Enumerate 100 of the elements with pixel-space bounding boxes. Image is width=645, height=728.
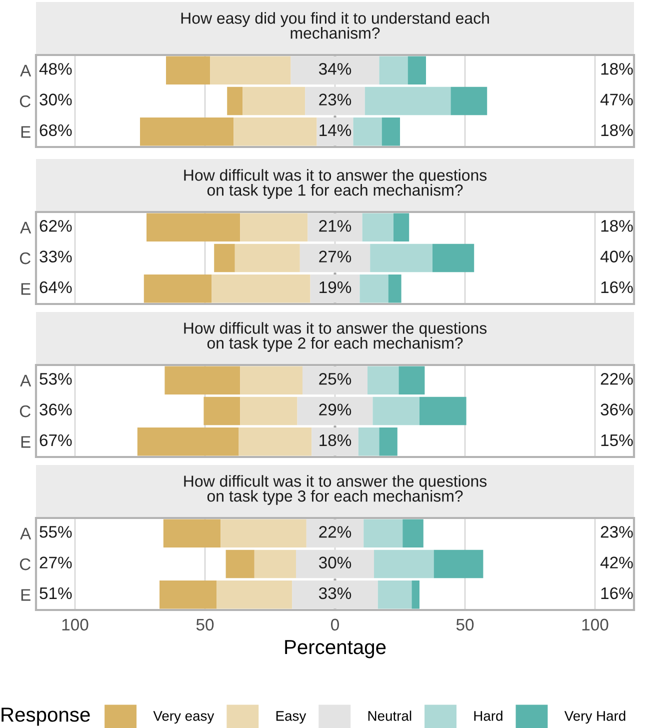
bar: [398, 366, 425, 394]
bar: [238, 428, 312, 456]
annotation: 18%: [601, 63, 633, 75]
bar: [300, 244, 370, 272]
bar: [254, 550, 296, 578]
bar: [305, 86, 365, 116]
annotation: 15%: [601, 434, 633, 446]
data-label: 29%: [319, 404, 352, 416]
bar: [242, 86, 306, 116]
bar: [212, 274, 310, 303]
y-tick-label: A: [20, 528, 32, 540]
bar: [240, 213, 308, 242]
legend-title: Response: [2, 708, 90, 726]
data-label: 34%: [318, 63, 352, 75]
bar: [364, 86, 451, 116]
bar: [374, 550, 434, 578]
bar: [216, 580, 292, 609]
bar: [434, 550, 484, 578]
y-tick-label: A: [20, 222, 32, 234]
bar: [408, 56, 426, 84]
annotation: 36%: [40, 404, 72, 416]
bar: [370, 244, 432, 272]
x-tick-label: 100: [582, 618, 608, 631]
bar: [296, 550, 374, 578]
x-axis-title: Percentage: [285, 640, 386, 658]
bar: [227, 86, 243, 116]
bar: [140, 118, 234, 146]
x-tick-label: 100: [62, 618, 88, 631]
annotation: 18%: [601, 220, 633, 232]
data-label: 25%: [319, 373, 352, 385]
y-tick-label: C: [20, 558, 31, 570]
data-label: 21%: [319, 220, 352, 232]
bar: [378, 580, 412, 609]
bar: [226, 550, 254, 578]
bar: [234, 244, 300, 272]
data-label: 19%: [320, 281, 352, 294]
bar: [204, 396, 240, 426]
bar: [146, 213, 240, 242]
annotation: 47%: [600, 94, 633, 106]
data-label: 30%: [318, 556, 352, 568]
bar: [240, 366, 302, 394]
annotation: 40%: [600, 250, 633, 262]
bar: [358, 428, 380, 456]
annotation: 53%: [40, 373, 72, 385]
data-label: 14%: [320, 124, 352, 136]
bar: [364, 519, 403, 548]
legend-label: Very easy: [153, 711, 214, 724]
bar: [144, 274, 212, 303]
annotation: 27%: [40, 556, 72, 568]
annotation: 62%: [40, 220, 72, 232]
annotation: 22%: [600, 373, 633, 385]
bar: [388, 274, 402, 303]
chart-title: How easy did you find it to understand each mechanism?: [181, 12, 489, 39]
bar: [166, 56, 210, 84]
annotation: 42%: [600, 556, 633, 568]
bar: [164, 366, 240, 394]
y-tick-label: E: [21, 589, 30, 601]
bar: [432, 244, 474, 272]
annotation: 48%: [39, 63, 72, 75]
bar: [360, 274, 388, 303]
legend-label: Neutral: [368, 710, 412, 721]
annotation: 64%: [40, 281, 72, 294]
annotation: 18%: [601, 124, 633, 136]
chart-title: How difficult was it to answer the questions on task type 3 for each mechanism?: [184, 475, 487, 505]
data-label: 33%: [318, 587, 352, 600]
bar: [240, 396, 298, 426]
bar: [379, 428, 398, 456]
legend-label: Very Hard: [564, 710, 626, 724]
data-label: 27%: [319, 250, 352, 262]
y-tick-label: E: [21, 126, 30, 138]
annotation: 67%: [40, 434, 72, 446]
bar: [160, 580, 217, 609]
y-tick-label: C: [20, 405, 31, 418]
bar: [362, 213, 394, 242]
bar: [214, 244, 235, 272]
x-tick-label: 50: [456, 618, 474, 631]
y-tick-label: E: [21, 436, 30, 448]
bar: [210, 56, 291, 84]
y-tick-label: C: [20, 95, 31, 108]
bar: [450, 86, 488, 116]
bar: [372, 396, 420, 426]
y-tick-label: C: [20, 252, 31, 264]
bar: [220, 519, 306, 548]
bar: [368, 366, 399, 394]
y-tick-label: E: [21, 283, 30, 295]
bar: [137, 428, 239, 456]
y-tick-label: A: [20, 374, 32, 386]
bar: [379, 56, 408, 84]
bar: [234, 118, 317, 146]
annotation: 51%: [40, 587, 72, 600]
annotation: 68%: [40, 124, 72, 136]
legend-label: Easy: [276, 711, 306, 724]
legend-label: Hard: [474, 710, 502, 721]
data-label: 23%: [319, 94, 352, 106]
data-label: 18%: [320, 434, 352, 446]
bar: [353, 118, 382, 146]
x-tick-label: 50: [196, 618, 214, 631]
annotation: 36%: [600, 404, 633, 416]
annotation: 55%: [40, 526, 72, 538]
bar: [394, 213, 410, 242]
